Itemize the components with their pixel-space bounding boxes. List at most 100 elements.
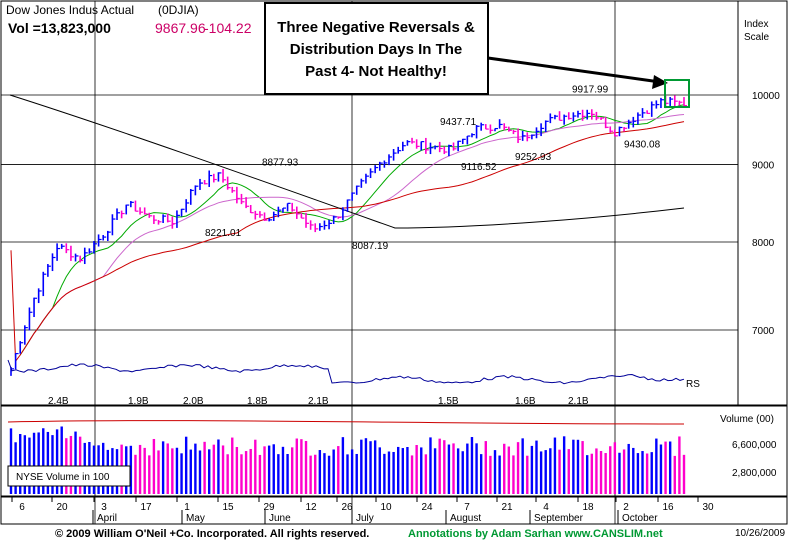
month-label-may: May [186,513,205,524]
price-bar [577,110,581,118]
price-bar [392,149,397,161]
price-bar [107,230,111,241]
price-bar [609,126,614,133]
price-bar [19,341,24,354]
rs-label: RS [686,379,700,390]
price-bar [14,352,19,370]
price-bar [351,192,356,201]
price-bar [180,208,185,217]
price-tick-8000: 8000 [752,238,775,249]
price-tick-9000: 9000 [752,160,775,171]
price-bar [208,170,213,187]
month-label-april: April [97,513,117,524]
price-bar [637,112,641,125]
price-bar [378,161,383,171]
price-bar [461,138,466,145]
price-bar [314,223,319,233]
volume-annotation-4: 2.1B [308,396,329,407]
price-bar [355,185,360,195]
price-bar [425,137,429,154]
arrow-head [652,75,668,89]
price-bar [683,97,687,107]
price-bar [591,109,595,120]
price-bar [411,137,416,144]
price-bar [111,214,116,236]
price-annotation-9116.52: 9116.52 [461,162,497,173]
price-tick-7000: 7000 [752,326,775,337]
price-bar [268,218,273,222]
day-label-10-9: 10 [380,502,392,513]
month-label-august: August [450,513,481,524]
price-change: -104.22 [204,20,252,36]
price-bar [51,253,56,272]
price-bar [604,116,609,129]
price-bar [489,124,494,134]
copyright-notice: © 2009 William O'Neil +Co. Incorporated.… [55,528,369,540]
volume-annotation-0: 2.4B [48,396,69,407]
rs-line [7,359,685,385]
price-annotation-8877.93: 8877.93 [262,157,299,168]
price-bar [673,95,678,107]
price-bar [291,202,296,212]
price-bar [406,140,411,146]
price-bar [199,178,203,190]
price-bar [521,130,526,141]
price-bar [572,112,577,122]
date-axis-frame [0,496,788,525]
price-bar [259,211,263,218]
price-bar [328,219,333,230]
volume-average-line [7,420,685,425]
day-label-16-16: 16 [662,502,674,513]
price-bar [415,139,420,149]
price-bar [646,110,651,115]
price-bar [28,307,33,331]
price-bar [535,127,540,139]
price-bar [323,220,328,230]
day-label-24-10: 24 [421,502,433,513]
volume-tick-6600000: 6,600,000 [732,440,777,451]
price-bar [480,122,485,131]
price-bar [130,201,134,208]
day-label-12-7: 12 [305,502,317,513]
price-bar [600,117,605,120]
volume-annotation-3: 1.8B [247,396,268,407]
day-label-2-15: 2 [623,502,629,513]
volume-legend-box [7,465,131,487]
price-bar [549,113,554,124]
index-scale-title-2: Scale [744,32,769,43]
price-bar [166,213,171,223]
price-bar [171,216,176,229]
price-bar [139,207,144,215]
price-bar [56,243,61,261]
price-bar [153,215,157,224]
price-bar [226,176,231,190]
day-label-4-13: 4 [543,502,549,513]
price-bar [402,141,406,152]
price-annotation-9917.99: 9917.99 [572,84,609,95]
highlight-box [664,79,690,108]
date-stamp: 10/26/2009 [735,528,785,539]
price-bar [65,243,70,254]
volume-axis-title: Volume (00) [720,414,774,425]
price-bar [70,245,74,261]
price-bar [374,165,379,174]
price-annotation-8087.19: 8087.19 [352,241,389,252]
price-tick-10000: 10000 [752,91,780,102]
price-annotation-9437.71: 9437.71 [440,117,477,128]
price-bar [185,199,190,213]
price-bar [434,145,439,150]
volume-annotation-1: 1.9B [128,396,149,407]
price-bar [650,101,655,117]
price-bar [249,204,254,214]
price-bar [134,200,139,212]
price-bar [309,220,314,230]
chart-title: Dow Jones Indus Actual [6,3,134,17]
price-bar [116,208,121,220]
price-bar [475,125,480,139]
day-label-26-8: 26 [341,502,353,513]
volume-annotation-2: 2.0B [183,396,204,407]
price-bar [466,135,471,145]
price-bar [79,255,84,263]
price-bar [618,126,623,137]
day-label-20-1: 20 [56,502,68,513]
